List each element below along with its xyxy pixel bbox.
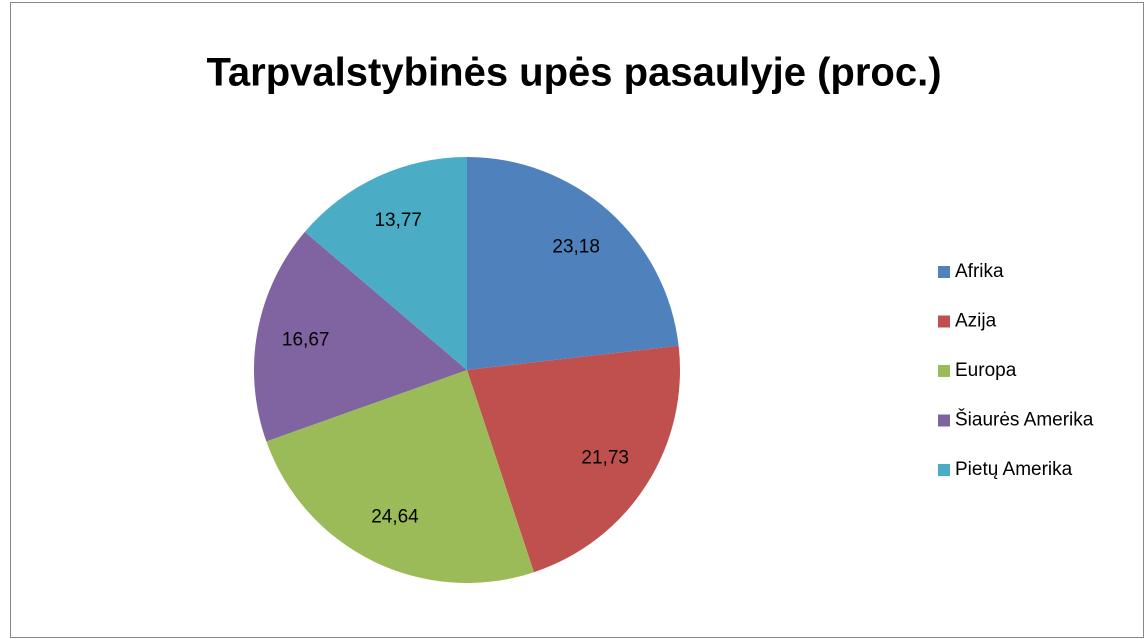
legend-label: Šiaurės Amerika bbox=[955, 409, 1094, 431]
data-label: 24,64 bbox=[371, 506, 419, 527]
pie-slice bbox=[467, 345, 680, 573]
data-label: 23,18 bbox=[552, 237, 600, 258]
legend-label: Azija bbox=[955, 311, 997, 332]
data-label: 16,67 bbox=[282, 329, 330, 350]
data-label: 21,73 bbox=[581, 447, 629, 468]
legend-swatch bbox=[938, 266, 950, 278]
legend-swatch bbox=[938, 414, 950, 427]
pie-slice bbox=[304, 157, 467, 370]
legend-swatch bbox=[938, 464, 950, 476]
pie-slice bbox=[467, 157, 679, 370]
pie-slice bbox=[266, 370, 534, 584]
chart-title: Tarpvalstybinės upės pasaulyje (proc.) bbox=[206, 51, 941, 95]
pie-slice bbox=[253, 231, 467, 442]
legend-label: Afrika bbox=[955, 261, 1004, 282]
legend-label: Europa bbox=[955, 360, 1017, 381]
legend-swatch bbox=[938, 315, 950, 328]
data-label: 13,77 bbox=[374, 210, 422, 231]
legend-swatch bbox=[938, 365, 950, 377]
legend-label: Pietų Amerika bbox=[955, 459, 1073, 480]
